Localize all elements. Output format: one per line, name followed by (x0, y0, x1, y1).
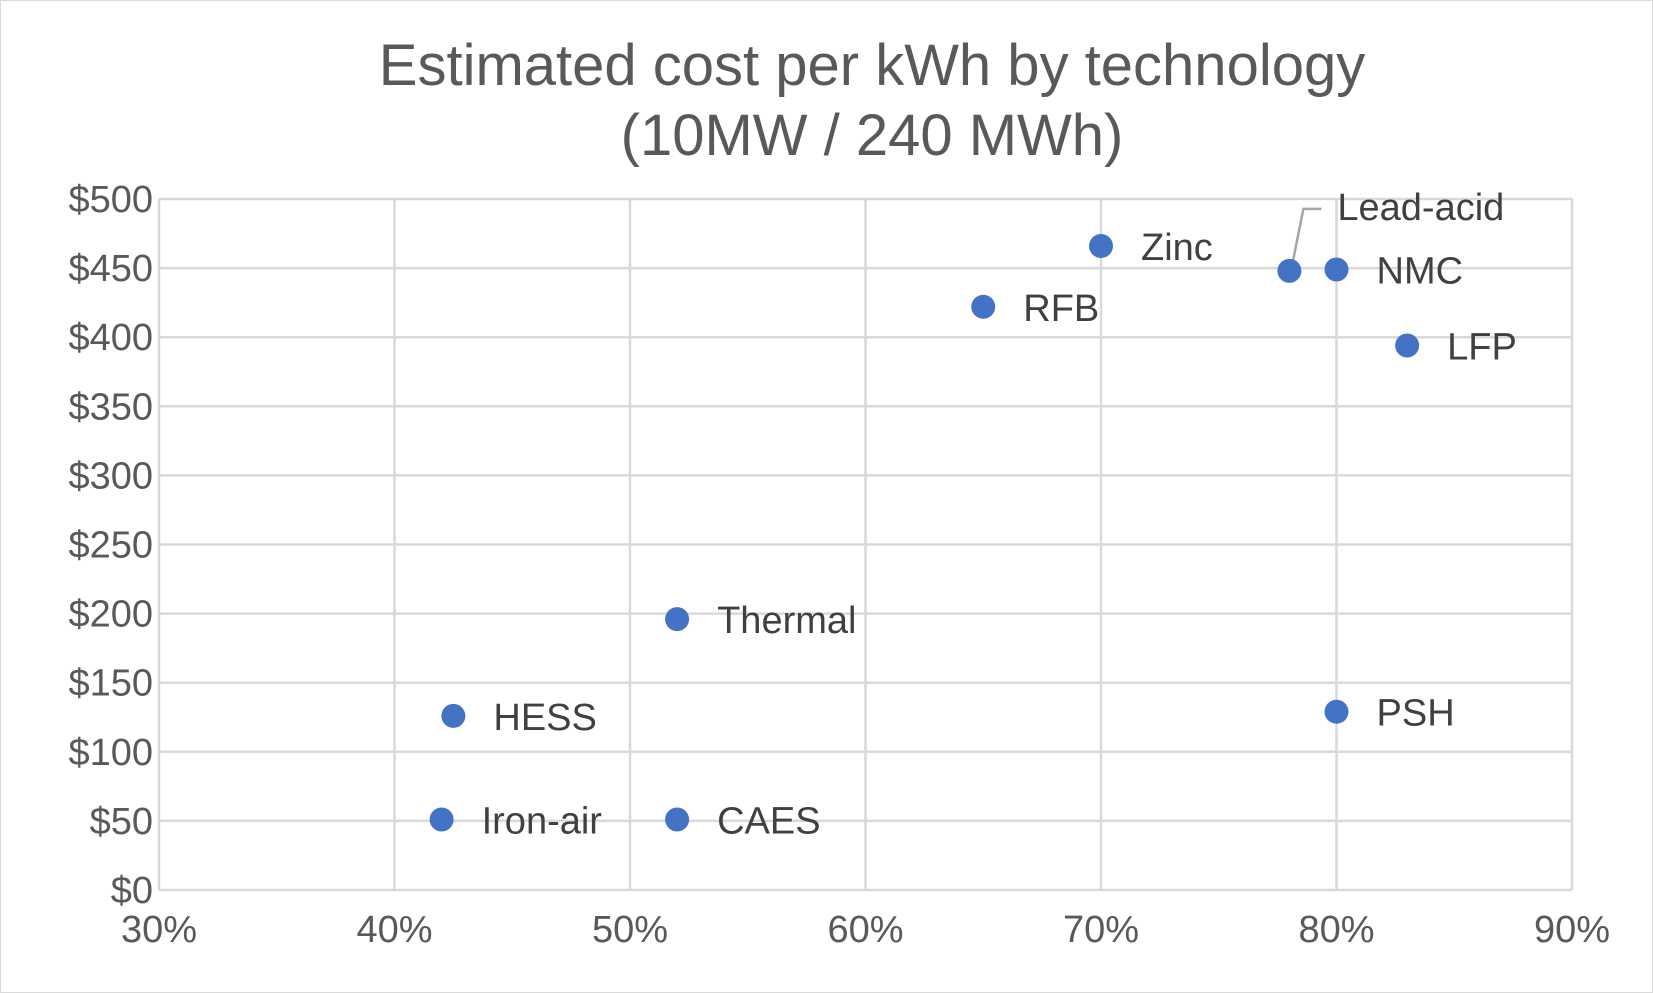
data-label: Iron-air (482, 801, 603, 843)
data-point (971, 294, 996, 319)
x-tick-label: 90% (1534, 909, 1610, 951)
data-point (665, 807, 690, 832)
data-point (441, 703, 466, 728)
data-label: Zinc (1141, 227, 1213, 269)
data-label: RFB (1023, 288, 1099, 330)
x-tick-label: 40% (356, 909, 432, 951)
y-tick-label: $300 (68, 455, 153, 497)
data-points (429, 233, 1420, 832)
data-label: LFP (1447, 326, 1517, 368)
data-label: PSH (1377, 693, 1455, 735)
chart-title-line-2: (10MW / 240 MWh) (621, 103, 1124, 168)
y-tick-label: $200 (68, 594, 153, 636)
data-point (665, 607, 690, 632)
y-tick-label: $100 (68, 732, 153, 774)
y-tick-label: $450 (68, 248, 153, 290)
y-tick-label: $350 (68, 386, 153, 428)
x-tick-label: 50% (592, 909, 668, 951)
y-tick-label: $250 (68, 525, 153, 567)
x-tick-label: 70% (1063, 909, 1139, 951)
leader-lines (1290, 207, 1322, 270)
data-label: NMC (1377, 250, 1464, 292)
x-tick-label: 30% (121, 909, 197, 951)
y-tick-label: $0 (111, 870, 153, 912)
chart-title-line-1: Estimated cost per kWh by technology (379, 33, 1365, 98)
data-label: Lead-acid (1337, 187, 1504, 229)
data-point (1277, 258, 1302, 283)
x-tick-label: 60% (827, 909, 903, 951)
axis-tick-labels: $0 $50 $100 $150 $200 $250 $300 $350 $400 $450 $50… (68, 179, 1610, 951)
data-point (1395, 333, 1420, 358)
y-tick-label: $150 (68, 663, 153, 705)
data-point (1324, 257, 1349, 282)
data-point (429, 807, 454, 832)
data-label: Thermal (717, 600, 856, 642)
y-tick-label: $50 (90, 801, 153, 843)
data-labels: Zinc Lead-acid NMC RFB LFP Thermal HESS PSH Iron… (482, 187, 1517, 843)
gridlines (157, 197, 1574, 892)
data-label: CAES (717, 801, 820, 843)
y-tick-label: $400 (68, 317, 153, 359)
x-tick-label: 80% (1298, 909, 1374, 951)
data-label: HESS (493, 697, 596, 739)
data-point (1089, 233, 1113, 258)
data-point (1324, 699, 1349, 724)
y-tick-label: $500 (68, 179, 153, 221)
leader-line (1290, 207, 1322, 270)
